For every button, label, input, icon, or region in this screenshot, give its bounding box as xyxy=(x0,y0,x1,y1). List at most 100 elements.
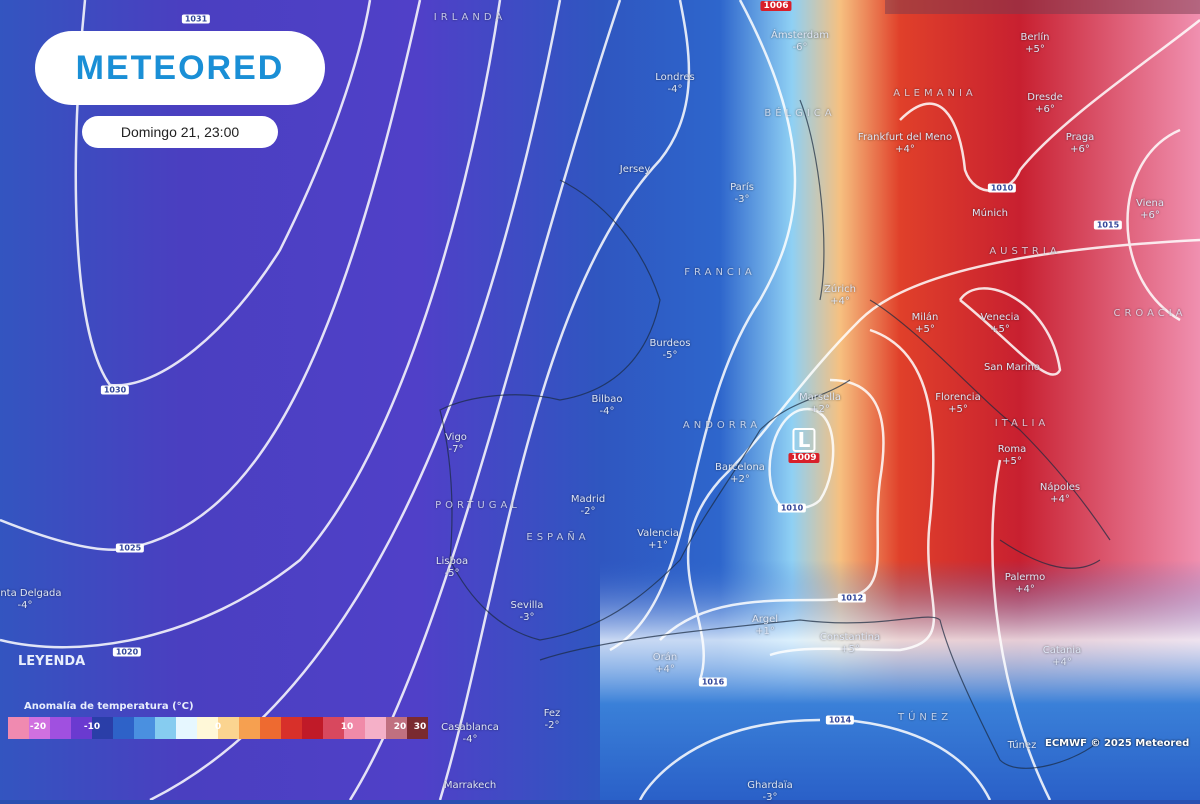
city-name: Ponta Delgada xyxy=(0,588,62,599)
city-name: Ámsterdam xyxy=(770,30,830,41)
color-swatch xyxy=(50,717,71,739)
city-name: Florencia xyxy=(935,392,981,403)
city-temperature: +4° xyxy=(830,296,850,307)
city-name: Venecia xyxy=(980,312,1020,323)
city-name: Bilbao xyxy=(591,394,623,405)
city-name: Londres xyxy=(655,72,695,83)
city-label: Ghardaïa -3° xyxy=(747,780,793,804)
city-name: Lisboa xyxy=(435,556,469,567)
color-swatch xyxy=(386,717,407,739)
country-label: AUSTRIA xyxy=(989,246,1061,257)
isobar-label: 1025 xyxy=(115,543,145,553)
city-temperature: +2° xyxy=(730,474,750,485)
color-swatch xyxy=(260,717,281,739)
legend-title: LEYENDA xyxy=(18,654,86,669)
city-label: Burdeos -5° xyxy=(650,338,691,362)
city-temperature: +5° xyxy=(915,324,935,335)
city-name: Palermo xyxy=(1004,572,1046,583)
low-symbol: L xyxy=(792,428,816,452)
country-label: ESPAÑA xyxy=(526,532,590,543)
isobar-label: 1012 xyxy=(837,593,867,603)
color-scale-bar xyxy=(8,717,428,739)
city-temperature: +6° xyxy=(1140,210,1160,221)
city-label: Nápoles +4° xyxy=(1040,482,1080,506)
city-name: Jersey xyxy=(619,164,651,175)
city-label: Marrakech xyxy=(444,780,496,792)
color-swatch xyxy=(134,717,155,739)
city-name: Praga xyxy=(1065,132,1095,143)
color-swatch xyxy=(113,717,134,739)
city-label: San Marino xyxy=(984,362,1040,374)
city-name: Ghardaïa xyxy=(747,780,793,791)
city-temperature: +6° xyxy=(1070,144,1090,155)
city-name: Catania xyxy=(1042,645,1082,656)
color-swatch xyxy=(344,717,365,739)
city-name: Frankfurt del Meno xyxy=(857,132,953,143)
city-name: Marsella xyxy=(799,392,841,403)
country-label: TÚNEZ xyxy=(897,712,953,723)
city-temperature: -6° xyxy=(792,42,808,53)
color-swatch xyxy=(302,717,323,739)
city-label: Lisboa -5° xyxy=(436,556,468,580)
city-temperature: +5° xyxy=(1025,44,1045,55)
isobar-label: 1010 xyxy=(777,503,807,513)
city-label: Roma +5° xyxy=(998,444,1027,468)
low-pressure-value: 1009 xyxy=(788,453,820,463)
city-label: Palermo +4° xyxy=(1005,572,1045,596)
city-temperature: +5° xyxy=(990,324,1010,335)
isobar-label: 1030 xyxy=(100,385,130,395)
city-label: Dresde +6° xyxy=(1027,92,1062,116)
city-name: Viena xyxy=(1135,198,1165,209)
city-temperature: +1° xyxy=(648,540,668,551)
city-temperature: -5° xyxy=(444,568,460,579)
city-name: Roma xyxy=(997,444,1027,455)
city-name: Múnich xyxy=(972,208,1008,219)
city-label: Argel +1° xyxy=(752,614,778,638)
city-label: Ponta Delgada-4° xyxy=(0,588,61,612)
city-temperature: -4° xyxy=(667,84,683,95)
isobar-label: 1020 xyxy=(112,647,142,657)
city-temperature: +6° xyxy=(1035,104,1055,115)
country-label: ANDORRA xyxy=(682,420,762,431)
city-label: Madrid -2° xyxy=(571,494,605,518)
city-temperature: +5° xyxy=(840,644,860,655)
city-label: Orán +4° xyxy=(653,652,677,676)
country-label: PORTUGAL xyxy=(435,500,521,511)
color-swatch xyxy=(71,717,92,739)
color-swatch xyxy=(365,717,386,739)
city-label: Valencia +1° xyxy=(637,528,679,552)
isobar-label: 1015 xyxy=(1093,220,1123,230)
city-name: Valencia xyxy=(637,528,679,539)
city-label: Múnich xyxy=(972,208,1008,220)
isobar-label: 1014 xyxy=(825,715,855,725)
color-swatch xyxy=(176,717,197,739)
color-swatch xyxy=(92,717,113,739)
city-temperature: -4° xyxy=(599,406,615,417)
legend-subtitle: Anomalía de temperatura (°C) xyxy=(24,701,194,712)
city-temperature: -5° xyxy=(662,350,678,361)
color-swatch xyxy=(218,717,239,739)
city-temperature: -4° xyxy=(462,734,478,745)
city-temperature: +4° xyxy=(1050,494,1070,505)
low-pressure-value: 1006 xyxy=(760,1,792,11)
color-swatch xyxy=(281,717,302,739)
copyright: ECMWF © 2025 Meteored xyxy=(1045,738,1190,749)
city-temperature: -3° xyxy=(734,194,750,205)
city-name: Zúrich xyxy=(824,284,856,295)
city-temperature: -7° xyxy=(448,444,464,455)
country-label: CROACIA xyxy=(1113,308,1187,319)
color-swatch xyxy=(323,717,344,739)
city-name: Casablanca xyxy=(441,722,499,733)
city-temperature: +4° xyxy=(1015,584,1035,595)
color-swatch xyxy=(407,717,428,739)
city-label: Jersey xyxy=(620,164,651,176)
city-temperature: +4° xyxy=(1052,657,1072,668)
city-label: Praga +6° xyxy=(1066,132,1095,156)
isobar-label: 1016 xyxy=(698,677,728,687)
legend-tick: -10 xyxy=(83,722,101,732)
city-label: Ámsterdam -6° xyxy=(771,30,829,54)
city-label: Milán +5° xyxy=(912,312,939,336)
city-label: Zúrich +4° xyxy=(824,284,856,308)
south-cold-band xyxy=(600,0,1200,800)
